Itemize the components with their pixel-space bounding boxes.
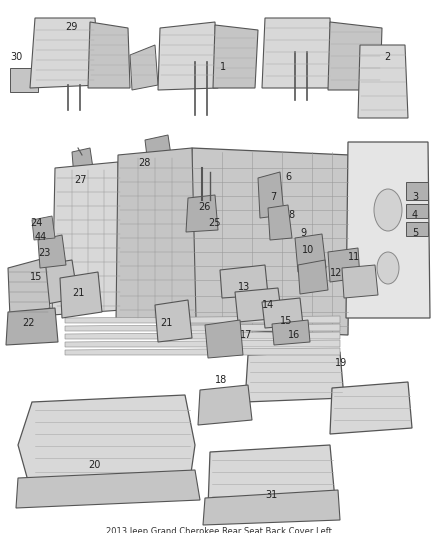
Polygon shape bbox=[65, 340, 340, 347]
Polygon shape bbox=[38, 235, 66, 268]
Text: 6: 6 bbox=[285, 172, 291, 182]
Text: 30: 30 bbox=[10, 52, 22, 62]
Bar bbox=[406, 182, 428, 200]
Text: 10: 10 bbox=[302, 245, 314, 255]
Text: 5: 5 bbox=[412, 228, 418, 238]
Polygon shape bbox=[330, 382, 412, 434]
Polygon shape bbox=[72, 148, 94, 178]
Polygon shape bbox=[262, 298, 303, 328]
Polygon shape bbox=[262, 18, 332, 88]
Polygon shape bbox=[8, 258, 50, 318]
Text: 44: 44 bbox=[35, 232, 47, 242]
Polygon shape bbox=[158, 22, 218, 90]
Polygon shape bbox=[30, 18, 100, 88]
Bar bbox=[406, 222, 428, 236]
Text: 29: 29 bbox=[65, 22, 78, 32]
Polygon shape bbox=[32, 216, 55, 240]
Text: 14: 14 bbox=[262, 300, 274, 310]
Polygon shape bbox=[258, 172, 284, 218]
Polygon shape bbox=[198, 385, 252, 425]
Text: 20: 20 bbox=[88, 460, 100, 470]
Polygon shape bbox=[40, 260, 78, 305]
Text: 24: 24 bbox=[30, 218, 42, 228]
Ellipse shape bbox=[377, 252, 399, 284]
Text: 21: 21 bbox=[160, 318, 173, 328]
Bar bbox=[406, 204, 428, 218]
Text: 2: 2 bbox=[384, 52, 390, 62]
Polygon shape bbox=[235, 288, 282, 322]
Polygon shape bbox=[10, 68, 38, 92]
Text: 22: 22 bbox=[22, 318, 35, 328]
Polygon shape bbox=[16, 470, 200, 508]
Polygon shape bbox=[213, 25, 258, 88]
Polygon shape bbox=[52, 162, 122, 315]
Text: 16: 16 bbox=[288, 330, 300, 340]
Text: 1: 1 bbox=[220, 62, 226, 72]
Polygon shape bbox=[65, 348, 340, 355]
Text: 3: 3 bbox=[412, 192, 418, 202]
Polygon shape bbox=[65, 332, 340, 339]
Polygon shape bbox=[6, 308, 58, 345]
Polygon shape bbox=[203, 490, 340, 525]
Text: 28: 28 bbox=[138, 158, 150, 168]
Text: 13: 13 bbox=[238, 282, 250, 292]
Polygon shape bbox=[88, 22, 130, 88]
Polygon shape bbox=[116, 148, 196, 322]
Polygon shape bbox=[295, 234, 326, 272]
Text: 23: 23 bbox=[38, 248, 50, 258]
Polygon shape bbox=[205, 320, 243, 358]
Text: 11: 11 bbox=[348, 252, 360, 262]
Ellipse shape bbox=[374, 189, 402, 231]
Polygon shape bbox=[18, 395, 195, 488]
Text: 15: 15 bbox=[30, 272, 42, 282]
Polygon shape bbox=[328, 248, 360, 282]
Text: 4: 4 bbox=[412, 210, 418, 220]
Text: 8: 8 bbox=[288, 210, 294, 220]
Polygon shape bbox=[208, 445, 335, 508]
Polygon shape bbox=[346, 142, 430, 318]
Text: 7: 7 bbox=[270, 192, 276, 202]
Text: 21: 21 bbox=[72, 288, 85, 298]
Text: 31: 31 bbox=[265, 490, 277, 500]
Polygon shape bbox=[60, 272, 102, 318]
Polygon shape bbox=[328, 22, 382, 90]
Text: 12: 12 bbox=[330, 268, 343, 278]
Polygon shape bbox=[145, 135, 172, 165]
Text: 9: 9 bbox=[300, 228, 306, 238]
Text: 19: 19 bbox=[335, 358, 347, 368]
Text: 18: 18 bbox=[215, 375, 227, 385]
Text: 15: 15 bbox=[280, 316, 293, 326]
Text: 2013 Jeep Grand Cherokee Rear Seat Back Cover Left: 2013 Jeep Grand Cherokee Rear Seat Back … bbox=[106, 527, 332, 533]
Polygon shape bbox=[65, 316, 340, 323]
Polygon shape bbox=[268, 205, 292, 240]
Text: 27: 27 bbox=[74, 175, 86, 185]
Text: 25: 25 bbox=[208, 218, 220, 228]
Polygon shape bbox=[65, 324, 340, 331]
Polygon shape bbox=[358, 45, 408, 118]
Text: 26: 26 bbox=[198, 202, 210, 212]
Polygon shape bbox=[130, 45, 158, 90]
Polygon shape bbox=[155, 300, 192, 342]
Polygon shape bbox=[272, 320, 310, 345]
Polygon shape bbox=[245, 352, 344, 402]
Polygon shape bbox=[342, 265, 378, 298]
Polygon shape bbox=[186, 195, 218, 232]
Text: 17: 17 bbox=[240, 330, 252, 340]
Polygon shape bbox=[298, 260, 328, 294]
Polygon shape bbox=[188, 148, 350, 335]
Polygon shape bbox=[220, 265, 268, 298]
